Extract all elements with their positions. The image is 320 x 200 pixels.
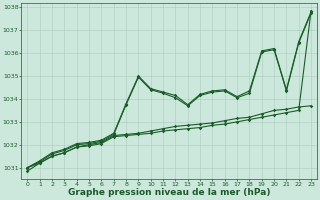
X-axis label: Graphe pression niveau de la mer (hPa): Graphe pression niveau de la mer (hPa) [68, 188, 270, 197]
